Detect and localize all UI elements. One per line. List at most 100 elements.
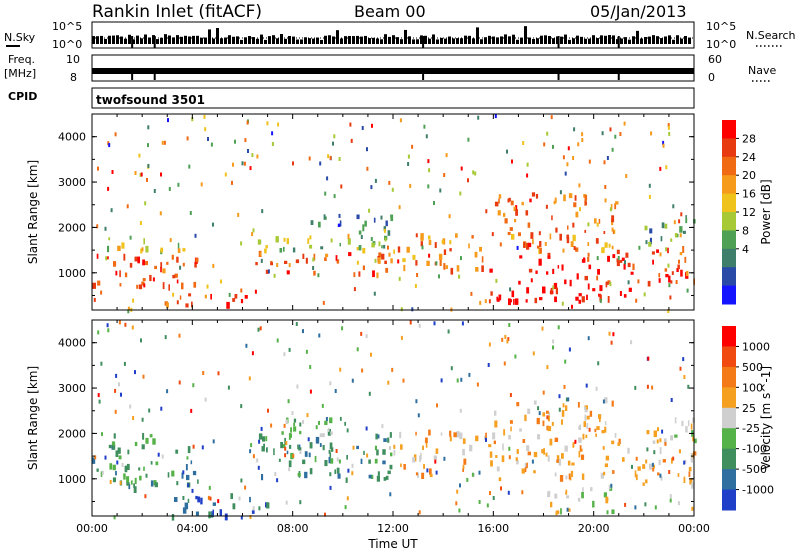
- data-cell: [515, 209, 518, 216]
- data-cell: [324, 191, 327, 196]
- data-cell: [535, 194, 539, 199]
- data-cell: [195, 257, 199, 263]
- data-cell: [665, 165, 668, 170]
- data-cell: [276, 338, 279, 343]
- data-cell: [578, 299, 581, 304]
- data-cell: [197, 496, 201, 503]
- noise-bar: [480, 39, 483, 44]
- data-cell: [231, 180, 233, 185]
- data-cell: [254, 289, 257, 294]
- colorbar-segment: [722, 387, 736, 409]
- data-cell: [353, 287, 356, 292]
- data-cell: [594, 218, 597, 224]
- data-cell: [519, 255, 523, 259]
- data-cell: [498, 294, 502, 301]
- data-cell: [562, 155, 565, 160]
- data-cell: [140, 338, 142, 343]
- data-cell: [605, 281, 609, 285]
- data-cell: [661, 429, 664, 434]
- data-cell: [619, 259, 623, 263]
- data-cell: [324, 420, 328, 425]
- noise-bar: [184, 35, 187, 44]
- data-cell: [348, 252, 352, 257]
- data-cell: [428, 253, 431, 258]
- noise-bar: [400, 39, 403, 44]
- data-cell: [679, 226, 683, 233]
- data-cell: [684, 256, 687, 263]
- data-cell: [651, 462, 654, 467]
- data-cell: [107, 256, 109, 260]
- data-cell: [336, 467, 340, 474]
- data-cell: [476, 382, 479, 387]
- data-cell: [382, 460, 386, 465]
- data-cell: [649, 463, 653, 470]
- data-cell: [134, 171, 137, 175]
- data-cell: [487, 363, 490, 367]
- data-cell: [590, 487, 593, 492]
- noise-bar: [588, 38, 591, 44]
- data-cell: [561, 264, 564, 271]
- noise-bar: [484, 37, 487, 44]
- data-cell: [572, 222, 575, 228]
- data-cell: [527, 408, 531, 414]
- data-cell: [667, 263, 670, 268]
- data-cell: [552, 345, 554, 350]
- data-cell: [494, 114, 497, 119]
- data-cell: [97, 166, 99, 171]
- data-cell: [124, 322, 127, 327]
- data-cell: [423, 124, 426, 129]
- data-cell: [271, 131, 274, 136]
- data-cell: [362, 247, 366, 254]
- data-cell: [673, 220, 676, 225]
- noise-bar: [576, 35, 579, 44]
- data-cell: [660, 476, 663, 481]
- data-cell: [524, 414, 527, 422]
- data-cell: [616, 260, 620, 267]
- data-cell: [356, 214, 360, 220]
- data-cell: [433, 455, 437, 460]
- data-cell: [508, 323, 511, 327]
- data-cell: [516, 460, 519, 465]
- data-cell: [605, 455, 610, 461]
- data-cell: [650, 131, 653, 136]
- noise-bar: [316, 37, 319, 44]
- data-cell: [667, 309, 670, 313]
- data-cell: [339, 367, 342, 372]
- data-cell: [573, 127, 576, 132]
- noise-bar: [604, 35, 607, 44]
- data-cell: [415, 260, 418, 266]
- data-cell: [600, 472, 604, 479]
- noise-bar: [196, 35, 199, 44]
- data-cell: [425, 134, 428, 139]
- data-cell: [190, 408, 193, 413]
- data-cell: [575, 211, 579, 218]
- data-cell: [561, 419, 563, 425]
- data-cell: [259, 252, 262, 257]
- data-cell: [352, 445, 355, 450]
- noise-bar: [452, 38, 455, 44]
- data-cell: [581, 296, 585, 303]
- data-cell: [309, 389, 312, 394]
- data-cell: [118, 382, 120, 387]
- data-cell: [299, 500, 302, 505]
- data-cell: [460, 166, 463, 171]
- data-cell: [150, 461, 153, 465]
- data-cell: [100, 471, 103, 477]
- data-cell: [285, 441, 288, 446]
- data-cell: [129, 404, 132, 409]
- colorbar-segment: [722, 346, 736, 368]
- data-cell: [217, 371, 220, 376]
- data-cell: [663, 438, 667, 446]
- data-cell: [325, 253, 329, 258]
- data-cell: [97, 280, 101, 286]
- data-cell: [571, 462, 575, 466]
- data-cell: [362, 224, 365, 232]
- data-cell: [261, 209, 264, 214]
- noise-bar: [600, 35, 603, 44]
- data-cell: [488, 299, 491, 304]
- data-cell: [647, 356, 650, 361]
- data-cell: [538, 411, 541, 416]
- data-cell: [611, 440, 615, 445]
- data-cell: [652, 467, 655, 472]
- data-cell: [325, 216, 327, 220]
